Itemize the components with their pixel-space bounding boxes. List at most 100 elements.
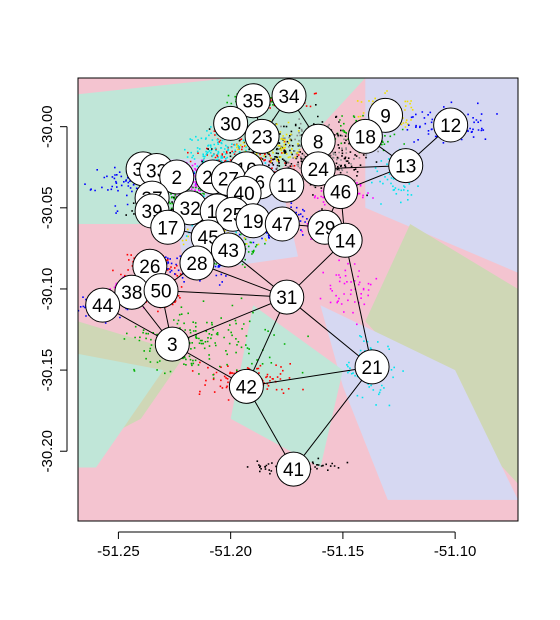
node-circle-2 bbox=[159, 159, 195, 195]
x-tick-label-1: -51.20 bbox=[209, 543, 252, 560]
node-label-19: 19 bbox=[243, 212, 264, 233]
node-label-41: 41 bbox=[283, 460, 304, 481]
node-circle-17 bbox=[150, 209, 186, 245]
node-label-42: 42 bbox=[236, 377, 257, 398]
node-label-47: 47 bbox=[272, 215, 293, 236]
node-label-14: 14 bbox=[335, 231, 357, 252]
network-nodes: 3435912301882313241036332202761146403739… bbox=[85, 78, 469, 487]
node-circle-28 bbox=[179, 245, 215, 281]
cluster-23 bbox=[123, 304, 237, 379]
y-axis: -30.00 -30.05 -30.10 -30.15 -30.20 bbox=[39, 105, 68, 473]
node-circle-23 bbox=[244, 118, 280, 154]
y-tick-label-4: -30.20 bbox=[39, 430, 56, 473]
node-32: 32 bbox=[172, 190, 208, 226]
y-tick-label-0: -30.00 bbox=[39, 105, 56, 148]
node-label-24: 24 bbox=[308, 160, 330, 181]
node-12: 12 bbox=[433, 107, 469, 143]
cluster-28 bbox=[319, 248, 378, 326]
node-label-9: 9 bbox=[380, 106, 391, 127]
node-3: 3 bbox=[154, 326, 190, 362]
node-circle-11 bbox=[269, 167, 305, 203]
edge-31-50 bbox=[161, 290, 287, 298]
node-23: 23 bbox=[244, 118, 280, 154]
node-35: 35 bbox=[235, 83, 271, 119]
node-label-38: 38 bbox=[121, 283, 142, 304]
node-2: 2 bbox=[159, 159, 195, 195]
node-label-13: 13 bbox=[395, 157, 416, 178]
node-circle-3 bbox=[154, 326, 190, 362]
y-tick-label-3: -30.15 bbox=[39, 349, 56, 392]
node-circle-46 bbox=[323, 174, 359, 210]
region-6 bbox=[78, 353, 164, 468]
node-circle-12 bbox=[433, 107, 469, 143]
node-50: 50 bbox=[143, 273, 179, 309]
edge-31-21 bbox=[286, 296, 373, 368]
node-18: 18 bbox=[347, 118, 383, 154]
edge-41-21 bbox=[293, 366, 373, 470]
node-13: 13 bbox=[388, 148, 424, 184]
node-24: 24 bbox=[300, 151, 336, 187]
node-circle-18 bbox=[347, 118, 383, 154]
edge-14-21 bbox=[344, 240, 373, 367]
edge-31-3 bbox=[172, 296, 287, 345]
node-circle-41 bbox=[276, 451, 312, 487]
edge-42-21 bbox=[246, 366, 373, 387]
y-tick-label-2: -30.10 bbox=[39, 268, 56, 311]
node-circle-50 bbox=[143, 273, 179, 309]
node-28: 28 bbox=[179, 245, 215, 281]
node-47: 47 bbox=[264, 206, 300, 242]
cluster-5 bbox=[201, 109, 378, 193]
node-label-50: 50 bbox=[150, 282, 171, 303]
node-30: 30 bbox=[213, 105, 249, 141]
node-circle-47 bbox=[264, 206, 300, 242]
node-label-17: 17 bbox=[157, 218, 178, 239]
cluster-points-10 bbox=[400, 101, 498, 144]
node-43: 43 bbox=[210, 232, 246, 268]
cluster-10 bbox=[400, 101, 498, 144]
node-label-31: 31 bbox=[276, 288, 297, 309]
x-tick-label-0: -51.25 bbox=[97, 543, 140, 560]
node-circle-43 bbox=[210, 232, 246, 268]
node-circle-13 bbox=[388, 148, 424, 184]
cluster-19 bbox=[139, 248, 244, 286]
cluster-points-19 bbox=[139, 248, 244, 286]
node-21: 21 bbox=[354, 349, 390, 385]
node-circle-14 bbox=[327, 222, 363, 258]
node-label-21: 21 bbox=[362, 358, 383, 379]
node-label-8: 8 bbox=[313, 132, 324, 153]
node-14: 14 bbox=[327, 222, 363, 258]
node-11: 11 bbox=[269, 167, 305, 203]
node-label-46: 46 bbox=[330, 183, 351, 204]
node-circle-34 bbox=[271, 78, 307, 114]
node-label-26: 26 bbox=[139, 257, 160, 278]
cluster-points-28 bbox=[319, 248, 378, 326]
node-circle-44 bbox=[85, 287, 121, 323]
y-tick-label-1: -30.05 bbox=[39, 187, 56, 230]
node-label-12: 12 bbox=[440, 116, 461, 137]
region-1 bbox=[365, 78, 518, 273]
node-label-3: 3 bbox=[167, 335, 178, 356]
cluster-points-23 bbox=[123, 304, 237, 379]
x-tick-label-2: -51.15 bbox=[322, 543, 365, 560]
node-circle-31 bbox=[269, 279, 305, 315]
node-label-11: 11 bbox=[277, 176, 297, 197]
node-label-2: 2 bbox=[171, 168, 182, 189]
node-label-23: 23 bbox=[252, 127, 273, 148]
node-circle-30 bbox=[213, 105, 249, 141]
node-17: 17 bbox=[150, 209, 186, 245]
node-label-6: 6 bbox=[255, 173, 266, 194]
node-38: 38 bbox=[114, 274, 150, 310]
node-34: 34 bbox=[271, 78, 307, 114]
node-31: 31 bbox=[269, 279, 305, 315]
region-4 bbox=[230, 305, 343, 468]
node-46: 46 bbox=[323, 174, 359, 210]
x-tick-label-3: -51.10 bbox=[434, 543, 477, 560]
region-2 bbox=[365, 224, 518, 484]
node-circle-42 bbox=[228, 368, 264, 404]
node-label-34: 34 bbox=[278, 87, 300, 108]
node-circle-35 bbox=[235, 83, 271, 119]
cluster-points-5 bbox=[201, 109, 378, 193]
node-label-30: 30 bbox=[220, 114, 241, 135]
node-42: 42 bbox=[228, 368, 264, 404]
